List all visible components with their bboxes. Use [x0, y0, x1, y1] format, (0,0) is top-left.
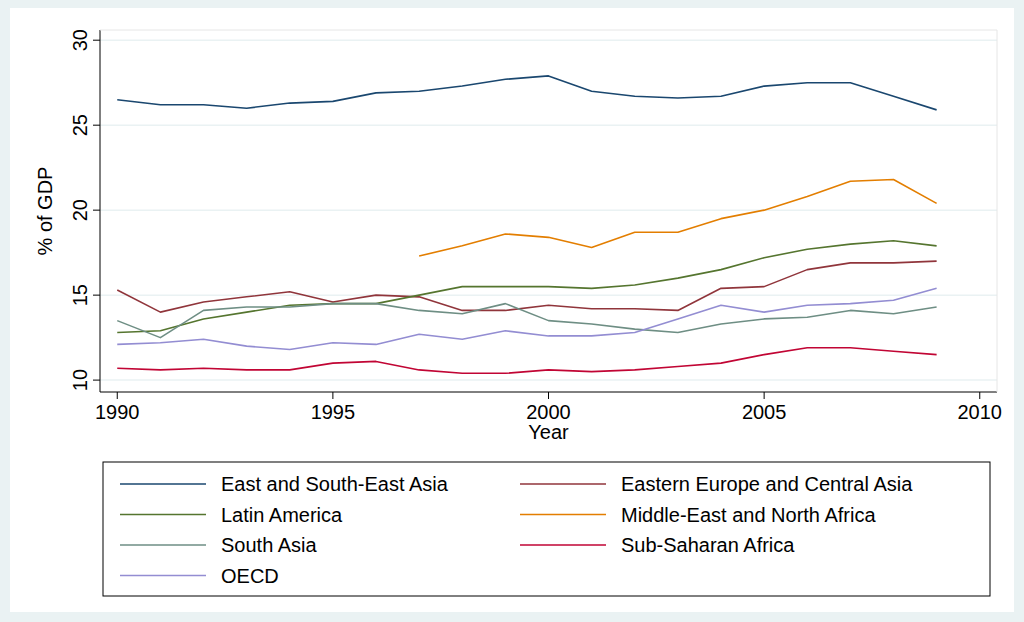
legend-label: Sub-Saharan Africa: [621, 534, 795, 556]
legend-label: OECD: [221, 565, 279, 587]
legend-key: [120, 514, 206, 516]
y-tick-label: 25: [69, 114, 91, 136]
y-tick-label: 30: [69, 29, 91, 51]
series-line: [117, 304, 936, 338]
x-tick-label: 2010: [958, 401, 1003, 423]
x-tick: [979, 392, 980, 399]
legend-label: Middle-East and North Africa: [621, 504, 876, 526]
legend-key: [520, 483, 606, 485]
background: [0, 0, 1024, 622]
grid-line: [100, 39, 997, 41]
y-tick: [93, 295, 100, 296]
y-tick: [93, 125, 100, 126]
legend-key: [520, 514, 606, 516]
series-line: [117, 76, 936, 110]
chart: 10 15 20 25 30 1990 1995 2000 2005 2010 Year % of G…: [0, 0, 1024, 622]
x-tick: [117, 392, 118, 399]
x-axis-title: Year: [528, 421, 569, 443]
series-line: [117, 288, 936, 349]
y-tick-label: 20: [69, 199, 91, 221]
y-tick: [93, 210, 100, 211]
plot-frame: [997, 30, 998, 392]
x-tick-label: 1995: [311, 401, 356, 423]
y-axis: [100, 30, 101, 392]
y-axis-title: % of GDP: [34, 167, 56, 256]
legend-label: South Asia: [221, 534, 318, 556]
grid-line: [100, 294, 997, 296]
legend-label: Latin America: [221, 504, 343, 526]
legend-key: [120, 575, 206, 577]
y-tick-label: 15: [69, 284, 91, 306]
x-tick: [548, 392, 549, 399]
series-line: [117, 241, 936, 333]
legend-key: [120, 483, 206, 485]
grid-line: [100, 209, 997, 211]
y-tick: [93, 380, 100, 381]
legend-key: [520, 544, 606, 546]
y-tick: [93, 40, 100, 41]
grid-line: [100, 379, 997, 381]
x-tick: [332, 392, 333, 399]
x-tick-label: 1990: [95, 401, 140, 423]
x-tick-label: 2005: [742, 401, 787, 423]
plot-frame: [100, 30, 997, 31]
legend-label: Eastern Europe and Central Asia: [621, 473, 913, 495]
x-tick: [764, 392, 765, 399]
legend-box: [103, 462, 990, 596]
grid-line: [100, 124, 997, 126]
series-line: [117, 348, 936, 374]
series-line: [419, 180, 936, 256]
y-tick-label: 10: [69, 369, 91, 391]
series-group: [117, 76, 936, 373]
graph-region: [10, 8, 1014, 612]
x-tick-label: 2000: [526, 401, 571, 423]
legend-key: [120, 544, 206, 546]
legend-label: East and South-East Asia: [221, 473, 449, 495]
